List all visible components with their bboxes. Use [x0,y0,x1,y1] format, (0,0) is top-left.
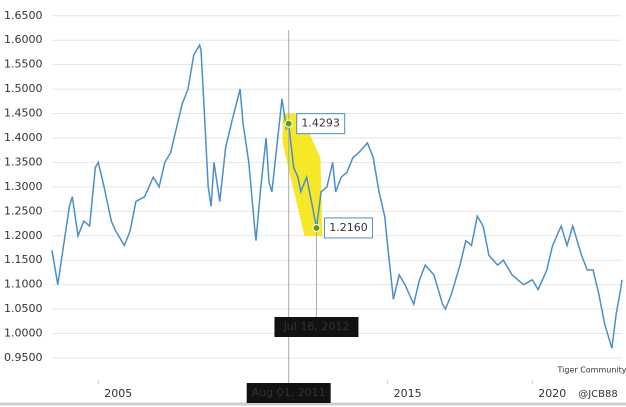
date-label-box [246,383,331,403]
y-tick-label: 1.6000 [4,33,43,46]
y-tick-label: 1.0500 [4,302,43,315]
y-tick-label: 1.2500 [4,204,43,217]
y-tick-label: 1.5000 [4,82,43,95]
x-tick-label: 2020 [538,387,566,400]
value-label-box [296,113,346,135]
y-tick-label: 1.4500 [4,107,43,120]
date-label: Aug 01, 2011 [252,386,326,399]
watermark: Tiger Community [557,366,626,375]
y-tick-label: 1.1500 [4,253,43,266]
value-label: 1.2160 [329,221,368,234]
y-tick-label: 1.1000 [4,278,43,291]
annotation-point [312,223,321,232]
x-tick-label: 2015 [394,387,422,400]
value-label-box [323,217,373,239]
y-tick-label: 1.2000 [4,229,43,242]
y-tick-label: 1.4000 [4,131,43,144]
y-tick-label: 1.3500 [4,155,43,168]
date-label-box [274,317,359,337]
credit: @JCB88 [578,389,618,400]
y-tick-label: 1.0000 [4,327,43,340]
x-tick-label: 2005 [104,387,132,400]
y-tick-label: 1.3000 [4,180,43,193]
annotation-point [284,119,293,128]
y-tick-label: 0.9500 [4,351,43,364]
data-line [51,43,623,349]
value-label: 1.4293 [301,117,340,130]
date-label: Jul 16, 2012 [283,320,350,333]
y-tick-label: 1.6500 [4,9,43,22]
y-tick-label: 1.5500 [4,58,43,71]
